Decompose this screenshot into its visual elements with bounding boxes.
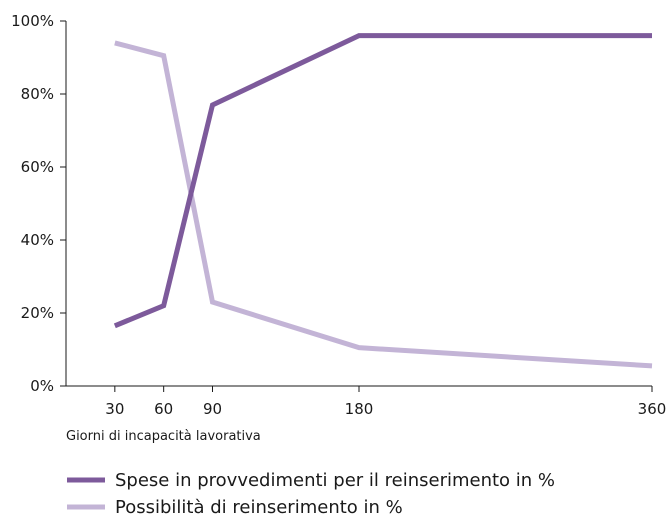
y-tick-label: 20%: [21, 304, 54, 322]
y-tick-label: 100%: [11, 12, 54, 30]
y-tick-label: 40%: [21, 231, 54, 249]
y-tick-label: 60%: [21, 158, 54, 176]
series-line: [113, 33, 652, 329]
y-tick-label: 80%: [21, 85, 54, 103]
legend: Spese in provvedimenti per il reinserime…: [67, 470, 555, 517]
series-layer: [113, 33, 653, 369]
x-axis-title: Giorni di incapacità lavorativa: [66, 429, 261, 444]
x-tick-label: 360: [638, 400, 667, 418]
legend-label: Spese in provvedimenti per il reinserime…: [115, 470, 555, 491]
y-tick-label: 0%: [30, 377, 54, 395]
x-tick-label: 90: [203, 400, 222, 418]
x-tick-label: 60: [154, 400, 173, 418]
series-line: [114, 40, 653, 369]
legend-label: Possibilità di reinserimento in %: [115, 497, 403, 517]
x-tick-label: 30: [105, 400, 124, 418]
x-axis: 30 60 90 180 360: [66, 385, 667, 418]
x-tick-label: 180: [345, 400, 374, 418]
y-axis: 0% 20% 40% 60% 80% 100%: [11, 12, 67, 395]
